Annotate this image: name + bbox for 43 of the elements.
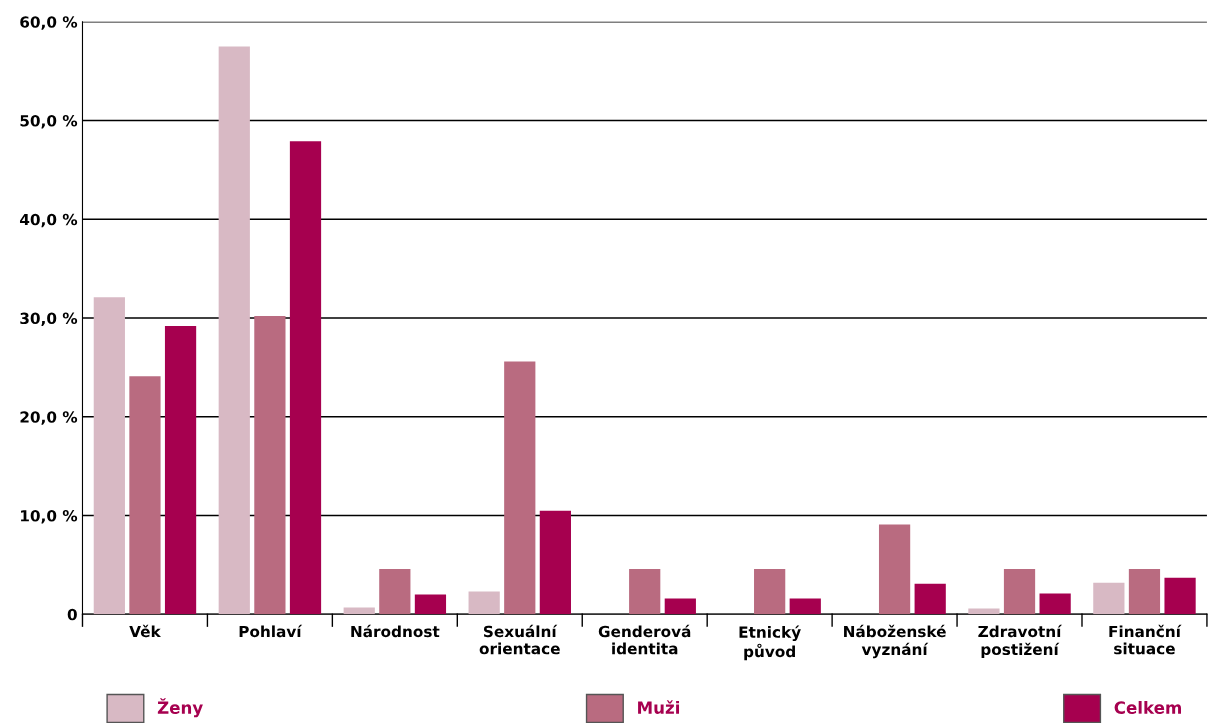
bar <box>379 568 411 615</box>
x-tick-label: Sexuální orientace <box>479 624 560 655</box>
legend-label: Muži <box>638 700 680 714</box>
bar <box>164 325 197 615</box>
bar <box>789 598 821 615</box>
y-tick-label: 30,0 % <box>20 312 78 327</box>
x-tick-label: Zdravotní postižení <box>978 624 1063 659</box>
bar <box>878 524 911 615</box>
y-tick-label: 60,0 % <box>20 16 78 30</box>
y-tick-label: 50,0 % <box>20 115 78 129</box>
bar <box>1128 568 1161 615</box>
bar <box>629 568 661 615</box>
bar <box>754 568 786 615</box>
x-tick-label: Pohlaví <box>239 624 303 638</box>
bar <box>664 598 696 615</box>
y-tick-label: 0 <box>67 608 77 621</box>
y-tick-label: 10,0 % <box>21 510 78 524</box>
y-tick-label: 40,0 % <box>19 213 78 228</box>
bar <box>914 583 946 615</box>
x-tick-label: Etnický původ <box>739 625 801 661</box>
bar <box>289 141 322 615</box>
y-tick-label: 20,0 % <box>20 411 78 425</box>
bar <box>129 376 161 615</box>
legend-label: Celkem <box>1114 700 1181 714</box>
bar <box>414 594 447 615</box>
bar <box>218 46 250 615</box>
bar <box>504 361 536 615</box>
bar <box>343 607 375 615</box>
bar <box>468 591 500 615</box>
bar <box>539 510 571 615</box>
bar <box>1164 577 1196 615</box>
bar <box>1093 582 1125 615</box>
bar <box>1039 593 1071 615</box>
x-tick-label: Národnost <box>351 624 440 638</box>
bar <box>968 608 1000 615</box>
bar <box>254 316 286 615</box>
legend-label: Ženy <box>157 698 203 718</box>
bar <box>1003 568 1036 615</box>
x-tick-label: Genderová identita <box>598 624 691 655</box>
x-tick-label: Náboženské vyznání <box>844 624 946 659</box>
x-tick-label: Věk <box>129 624 161 638</box>
bar <box>93 297 125 615</box>
x-tick-label: Finanční situace <box>1109 624 1182 655</box>
